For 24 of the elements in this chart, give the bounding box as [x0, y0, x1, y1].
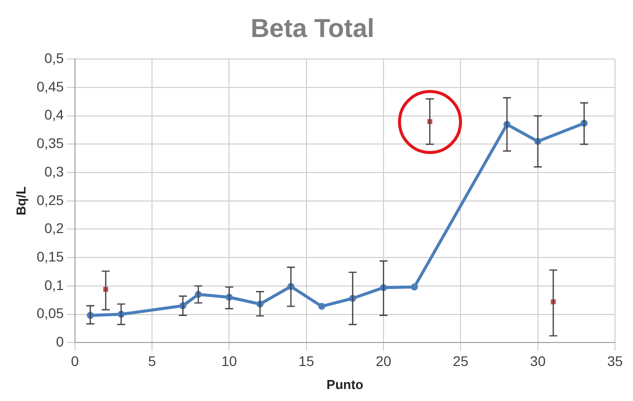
point	[410, 284, 418, 291]
point	[318, 302, 326, 310]
y-axis-title: Bq/L	[13, 186, 28, 216]
x-tick-label: 0	[70, 352, 79, 369]
y-tick-label: 0,25	[36, 192, 64, 208]
y-tick-label: 0,3	[44, 163, 64, 180]
y-tick-label: 0	[56, 333, 64, 350]
x-tick-label: 20	[376, 352, 392, 369]
x-tick-label: 30	[530, 352, 546, 369]
x-tick-label: 35	[607, 352, 623, 369]
x-axis-title: Punto	[326, 376, 364, 392]
y-tick-label: 0,35	[36, 135, 64, 152]
y-tick-label: 0,1	[44, 276, 64, 293]
y-tick-label: 0,5	[44, 50, 64, 66]
x-tick-label: 15	[298, 352, 314, 369]
x-tick-label: 5	[148, 352, 156, 369]
x-tick-label: 10	[221, 352, 238, 369]
y-tick-label: 0,05	[36, 305, 64, 322]
y-tick-label: 0,45	[36, 78, 64, 94]
y-tick-label: 0,4	[44, 106, 64, 123]
y-tick-label: 0,15	[36, 248, 64, 264]
y-tick-label: 0,2	[44, 220, 64, 236]
x-tick-label: 25	[452, 352, 469, 369]
chart-title: Beta Total	[250, 12, 374, 43]
